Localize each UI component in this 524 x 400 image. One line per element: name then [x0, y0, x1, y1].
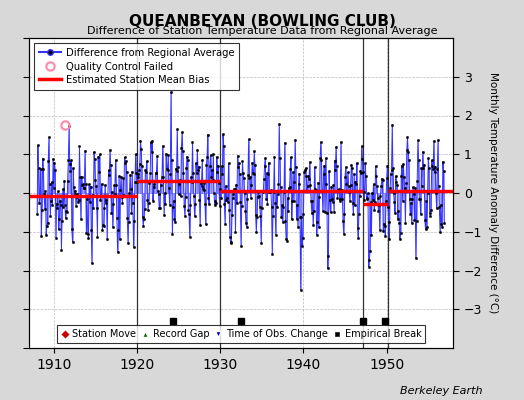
Y-axis label: Monthly Temperature Anomaly Difference (°C): Monthly Temperature Anomaly Difference (… — [488, 72, 498, 314]
Text: QUEANBEYAN (BOWLING CLUB): QUEANBEYAN (BOWLING CLUB) — [128, 14, 396, 29]
Text: Berkeley Earth: Berkeley Earth — [400, 386, 482, 396]
Text: Difference of Station Temperature Data from Regional Average: Difference of Station Temperature Data f… — [87, 26, 437, 36]
Legend: Station Move, Record Gap, Time of Obs. Change, Empirical Break: Station Move, Record Gap, Time of Obs. C… — [57, 325, 425, 343]
